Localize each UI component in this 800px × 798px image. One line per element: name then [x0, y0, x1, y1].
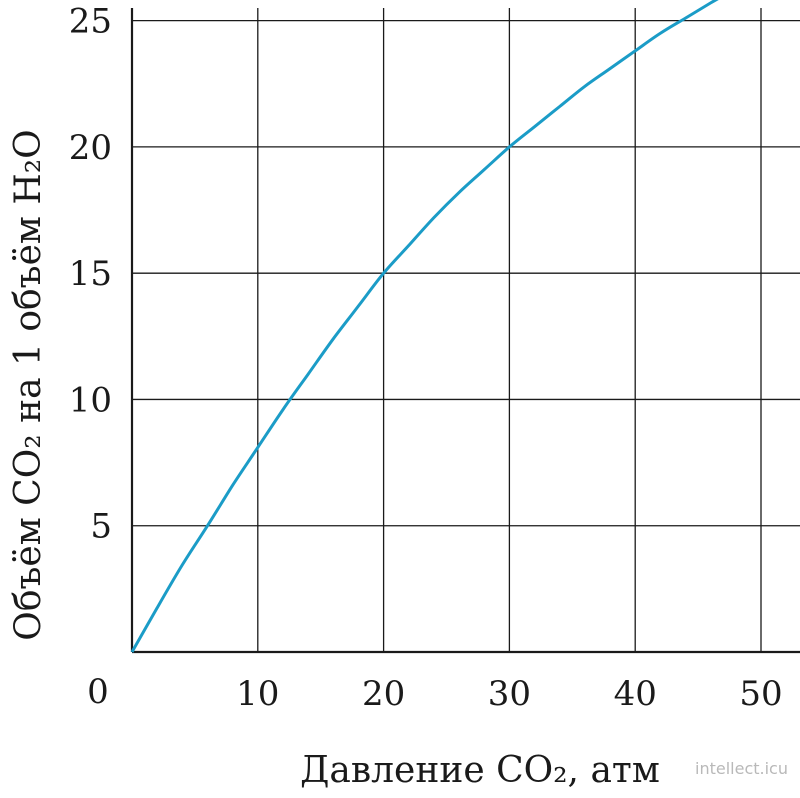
origin-label: 0 [87, 672, 109, 712]
data-point [181, 563, 184, 566]
x-axis-title: Давление CO₂, атм [300, 750, 660, 791]
data-point [533, 125, 536, 128]
data-point [583, 85, 586, 88]
data-point [156, 606, 159, 609]
y-tick-label: 15 [69, 254, 112, 294]
data-point [206, 524, 209, 527]
data-point [307, 373, 310, 376]
y-tick-label: 20 [69, 128, 112, 168]
x-tick-labels: 10 20 30 40 50 [236, 674, 782, 714]
data-point [659, 32, 662, 35]
data-point [508, 145, 511, 148]
y-tick-label: 5 [90, 507, 112, 547]
data-points [131, 0, 722, 653]
data-point [458, 191, 461, 194]
x-tick-label: 50 [739, 674, 782, 714]
data-point [483, 168, 486, 171]
watermark: intellect.icu [695, 759, 788, 778]
series-line [130, 0, 719, 653]
x-tick-label: 30 [488, 674, 531, 714]
data-point [407, 244, 410, 247]
data-point [131, 651, 134, 654]
data-point [231, 484, 234, 487]
data-point [709, 1, 712, 4]
data-point [382, 272, 385, 275]
y-tick-label: 10 [69, 380, 112, 420]
data-point [282, 408, 285, 411]
data-point [432, 216, 435, 219]
data-point [332, 337, 335, 340]
data-point [609, 67, 612, 70]
data-point [357, 305, 360, 308]
data-point [684, 17, 687, 20]
x-tick-label: 20 [362, 674, 405, 714]
data-point [634, 49, 637, 52]
y-axis-title: Объём CO₂ на 1 объём H₂O [8, 129, 49, 640]
x-tick-label: 10 [236, 674, 279, 714]
y-tick-label: 25 [69, 2, 112, 42]
x-tick-label: 40 [614, 674, 657, 714]
data-point [558, 105, 561, 108]
grid [132, 8, 800, 652]
y-tick-labels: 5 10 15 20 25 [69, 2, 112, 547]
data-point [256, 446, 259, 449]
